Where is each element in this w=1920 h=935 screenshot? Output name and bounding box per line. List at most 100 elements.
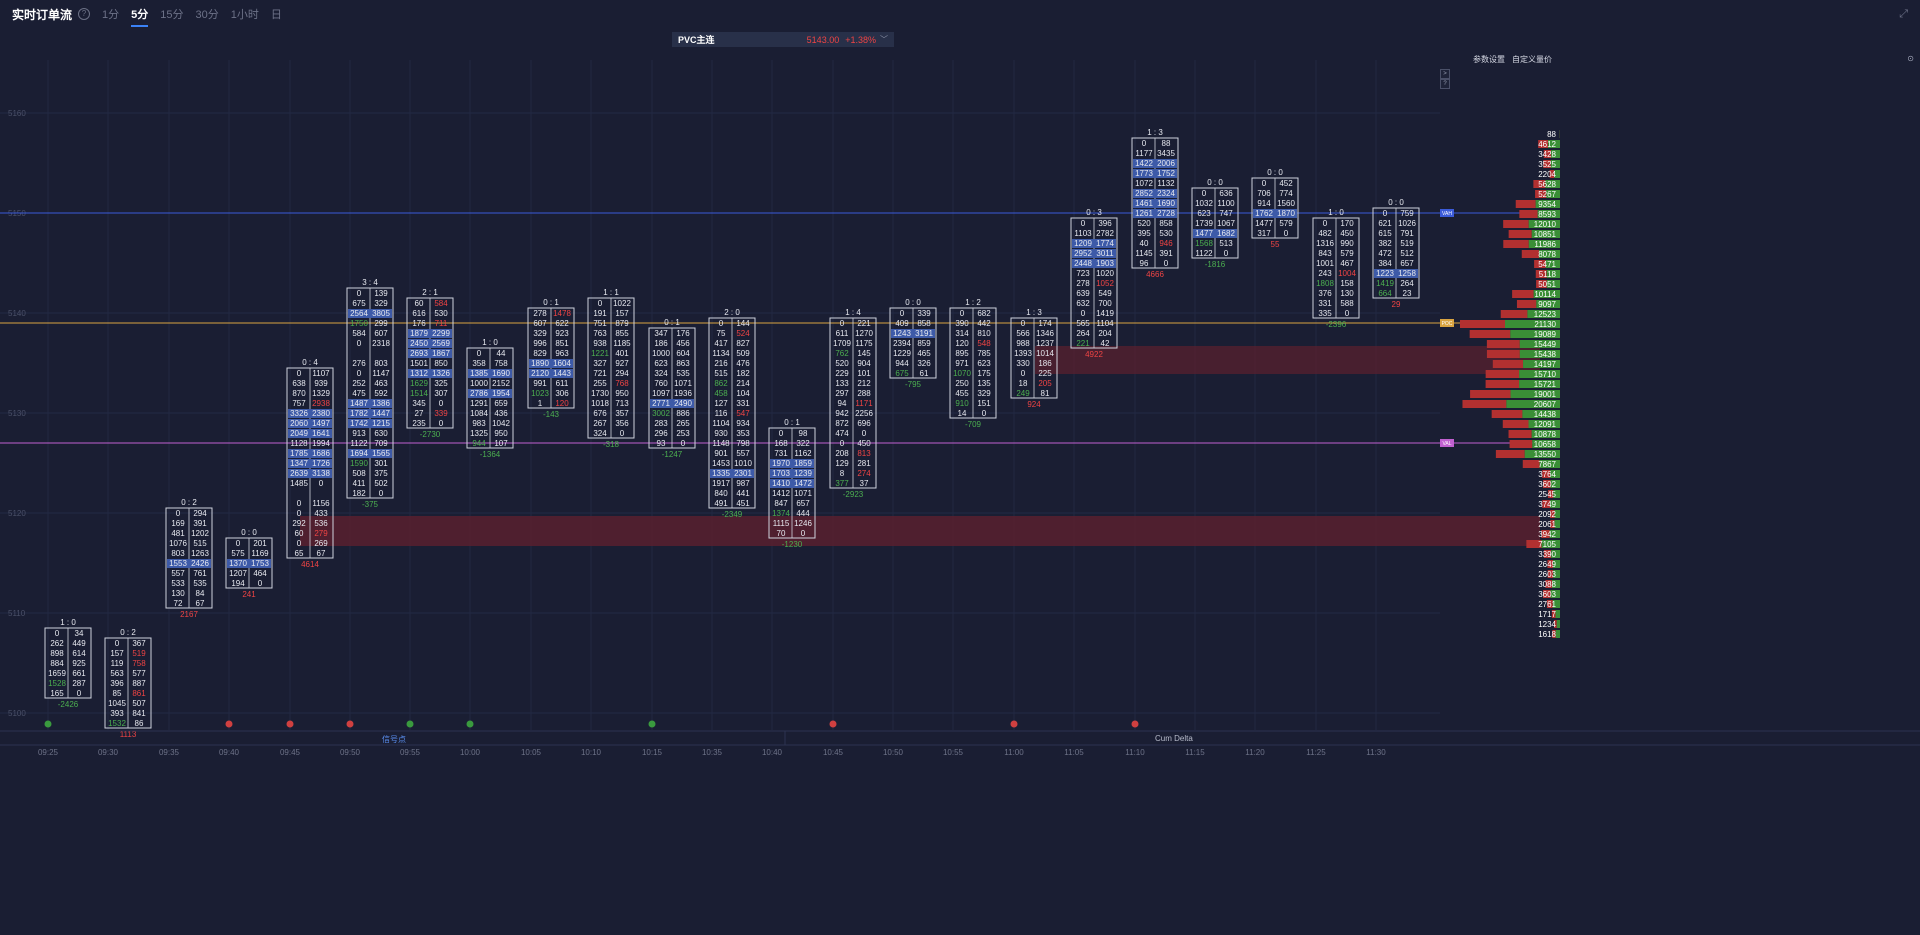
bar-delta: -1816: [1205, 260, 1226, 269]
top-toolbar: 实时订单流 ? 1分 5分 15分 30分 1小时 日 ⤢: [0, 0, 1920, 28]
y-tick-label: 5140: [8, 309, 26, 318]
bid-volume: 60: [415, 299, 424, 308]
poc-row-highlight: [227, 559, 271, 568]
ask-volume: 288: [857, 389, 871, 398]
bid-volume: 913: [352, 429, 366, 438]
bid-volume: 757: [292, 399, 306, 408]
profile-buy-bar: [1553, 570, 1560, 578]
profile-volume-label: 14197: [1534, 360, 1557, 369]
ask-volume: 1752: [1157, 169, 1175, 178]
ask-volume: 1104: [1096, 319, 1114, 328]
profile-sell-bar: [1460, 320, 1505, 328]
bar-header: 0 : 0: [1388, 198, 1404, 207]
level-tag-label: VAH: [1442, 211, 1452, 217]
signal-marker: [225, 720, 233, 728]
bid-volume: 0: [1202, 189, 1207, 198]
x-tick-label: 10:55: [943, 748, 964, 757]
y-tick-label: 5130: [8, 409, 26, 418]
tab-1hour[interactable]: 1小时: [230, 9, 259, 21]
bid-volume: 0: [1081, 219, 1086, 228]
ask-volume: 858: [917, 319, 931, 328]
ask-volume: 0: [379, 489, 384, 498]
poc-row-highlight: [1193, 229, 1237, 238]
chevron-right-icon[interactable]: >: [1440, 69, 1450, 79]
bid-volume: 2639: [290, 469, 308, 478]
profile-sell-bar: [1516, 300, 1537, 308]
ask-volume: 157: [615, 309, 629, 318]
bid-volume: 169: [171, 519, 185, 528]
profile-sell-bar: [1519, 210, 1538, 218]
ask-volume: 535: [676, 369, 690, 378]
profile-sell-bar: [1551, 610, 1556, 618]
tab-5min[interactable]: 5分: [131, 6, 149, 27]
tab-cum-delta[interactable]: Cum Delta: [1155, 734, 1193, 743]
custom-price-button[interactable]: 自定义量价: [1512, 55, 1552, 64]
ask-volume: 1641: [312, 429, 330, 438]
bid-volume: 2852: [1135, 189, 1153, 198]
bid-volume: 1209: [1074, 239, 1092, 248]
ask-volume: 3191: [915, 329, 933, 338]
ask-volume: 611: [556, 379, 569, 388]
question-icon[interactable]: ?: [1440, 79, 1450, 89]
info-icon[interactable]: ⊙: [1907, 54, 1914, 63]
x-tick-label: 11:10: [1125, 748, 1145, 757]
ask-volume: 2782: [1096, 229, 1114, 238]
tab-30min[interactable]: 30分: [195, 9, 219, 21]
bid-volume: 1104: [712, 419, 730, 428]
signal-marker: [44, 720, 52, 728]
ask-volume: 879: [615, 319, 629, 328]
profile-buy-bar: [1539, 460, 1560, 468]
ask-volume: 396: [1098, 219, 1112, 228]
tab-day[interactable]: 日: [270, 9, 282, 21]
bid-volume: 611: [836, 329, 849, 338]
tab-1min[interactable]: 1分: [102, 9, 120, 21]
bid-volume: 2060: [290, 419, 308, 428]
highlight-zone: [300, 516, 1540, 546]
profile-volume-label: 1618: [1538, 630, 1556, 639]
bid-volume: 988: [1016, 339, 1030, 348]
profile-volume-label: 2092: [1538, 510, 1556, 519]
help-icon[interactable]: ?: [78, 8, 91, 20]
ask-volume: 530: [434, 309, 448, 318]
bid-volume: 621: [1378, 219, 1392, 228]
x-tick-label: 10:40: [762, 748, 783, 757]
ask-volume: 1162: [794, 449, 812, 458]
profile-sell-bar: [1485, 380, 1520, 388]
profile-buy-bar: [1551, 580, 1560, 588]
profile-buy-bar: [1546, 280, 1560, 288]
poc-row-highlight: [529, 369, 573, 378]
x-tick-label: 11:05: [1064, 748, 1084, 757]
ask-volume: 512: [1400, 249, 1414, 258]
expand-icon[interactable]: ⤢: [1899, 8, 1908, 20]
bid-volume: 94: [838, 399, 847, 408]
bid-volume: 1532: [108, 719, 126, 728]
profile-buy-bar: [1537, 210, 1560, 218]
bid-volume: 1070: [953, 369, 971, 378]
ask-volume: 1014: [1036, 349, 1054, 358]
tab-15min[interactable]: 15分: [160, 9, 184, 21]
bid-volume: 0: [55, 629, 60, 638]
symbol-selector[interactable]: PVC主连 5143.00 +1.38% ﹀: [672, 32, 894, 47]
poc-row-highlight: [348, 419, 392, 428]
param-settings-button[interactable]: 参数设置: [1473, 55, 1505, 64]
profile-buy-bar: [1551, 150, 1560, 158]
bid-volume: 898: [50, 649, 64, 658]
ask-volume: 3138: [312, 469, 330, 478]
ask-volume: 1386: [372, 399, 390, 408]
bid-volume: 292: [292, 519, 306, 528]
ask-volume: 798: [736, 439, 750, 448]
ask-volume: 630: [374, 429, 388, 438]
poc-row-highlight: [348, 409, 392, 418]
bid-volume: 557: [171, 569, 185, 578]
profile-buy-bar: [1538, 250, 1560, 258]
bid-volume: 508: [352, 469, 366, 478]
bid-volume: 0: [840, 439, 845, 448]
ask-volume: 711: [435, 319, 448, 328]
bid-volume: 632: [1076, 299, 1090, 308]
ask-volume: 0: [258, 579, 263, 588]
ask-volume: 761: [193, 569, 207, 578]
bid-volume: 862: [714, 379, 728, 388]
tab-signal-points[interactable]: 信号点: [382, 735, 406, 744]
profile-sell-bar: [1503, 220, 1529, 228]
